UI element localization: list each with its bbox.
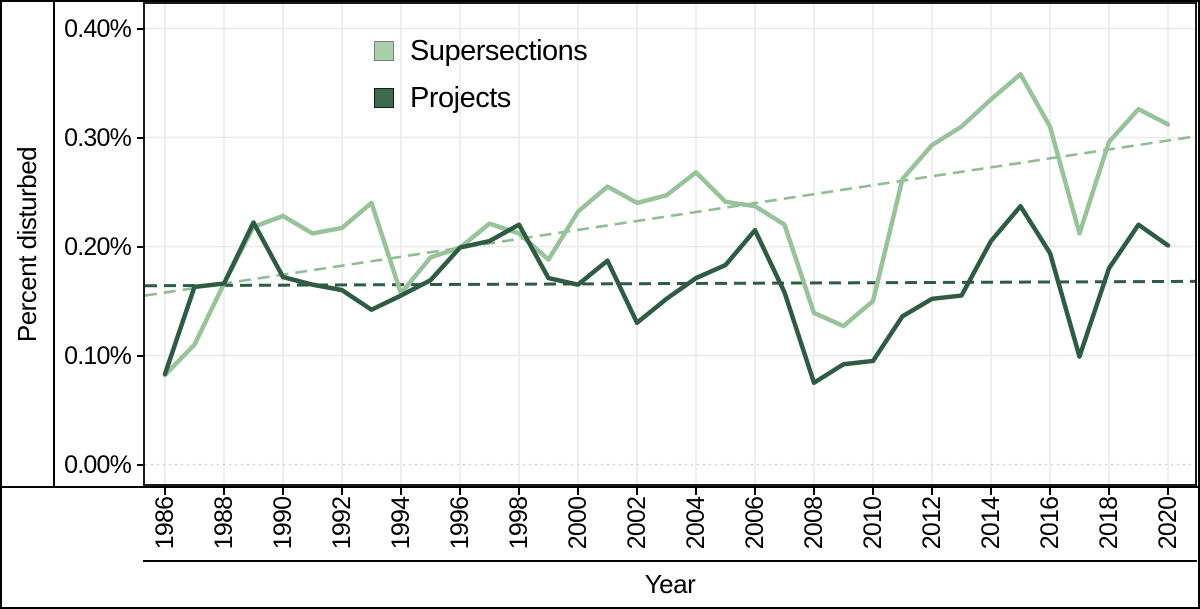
x-tick-mark [282,488,284,495]
x-tick-mark [518,488,520,495]
x-tick-label: 2010 [859,496,887,550]
y-tick-mark [137,136,143,139]
x-tick-mark [872,488,874,495]
y-tick-label: 0.30% [64,123,132,152]
x-tick-mark [459,488,461,495]
plot-area [143,2,1197,486]
x-tick-label: 1988 [210,496,238,550]
x-tick-label: 2012 [918,496,946,550]
x-tick-label: 1990 [269,496,297,550]
x-tick-label: 2020 [1154,496,1182,550]
y-tick-mark [137,354,143,357]
y-tick-label: 0.40% [64,14,132,43]
legend-item-supersections: Supersections [374,31,588,71]
x-tick-mark [1049,488,1051,495]
axis-divider-line [2,486,1198,488]
y-axis-title: Percent disturbed [12,146,43,342]
x-tick-label: 2016 [1036,496,1064,550]
x-tick-mark [931,488,933,495]
y-tick-mark [137,27,143,30]
legend: Supersections Projects [374,31,588,118]
x-tick-label: 1996 [446,496,474,550]
x-tick-mark [577,488,579,495]
series-line-projects [162,203,1171,385]
plot-background [143,2,1197,486]
x-tick-label: 2018 [1095,496,1123,550]
x-tick-label: 2002 [623,496,651,550]
x-tick-mark [754,488,756,495]
x-tick-label: 2006 [741,496,769,550]
y-axis-title-cell: Percent disturbed [2,2,55,486]
y-tick-label: 0.00% [64,450,132,479]
x-tick-mark [400,488,402,495]
plot-border [143,2,1197,486]
x-tick-label: 1994 [387,496,415,550]
legend-label-supersections: Supersections [410,34,588,67]
x-tick-mark [1167,488,1169,495]
x-tick-label: 2004 [682,496,710,550]
x-tick-mark [695,488,697,495]
trend-line-supersections-trend [144,135,1196,297]
x-axis-title: Year [644,569,696,599]
x-tick-mark [341,488,343,495]
x-axis-title-cell: Year [143,562,1197,607]
y-tick-label: 0.10% [64,341,132,370]
x-tick-mark [813,488,815,495]
y-tick-mark [137,463,143,466]
x-tick-mark [1108,488,1110,495]
legend-item-projects: Projects [374,78,587,118]
y-tick-mark [137,245,143,248]
x-tick-label: 2000 [564,496,592,550]
x-axis-tick-area: 1986 1988 1990 1992 1994 1996 1998 2000 2002 2004… [143,488,1197,560]
series-line-supersections [162,72,1171,378]
y-tick-label: 0.20% [64,232,132,261]
y-axis-tick-area: 0.00% 0.10% 0.20% 0.30% 0.40% [55,2,143,486]
x-axis-title-divider-line [143,560,1197,562]
x-tick-label: 1992 [328,496,356,550]
x-tick-label: 2008 [800,496,828,550]
x-tick-mark [223,488,225,495]
x-tick-label: 2014 [977,496,1005,550]
legend-swatch-supersections-icon [374,41,394,61]
x-tick-label: 1986 [151,496,179,550]
x-tick-mark [990,488,992,495]
x-tick-label: 1998 [505,496,533,550]
legend-swatch-projects-icon [374,88,394,108]
x-tick-mark [636,488,638,495]
legend-label-projects: Projects [410,81,511,114]
x-tick-mark [164,488,166,495]
